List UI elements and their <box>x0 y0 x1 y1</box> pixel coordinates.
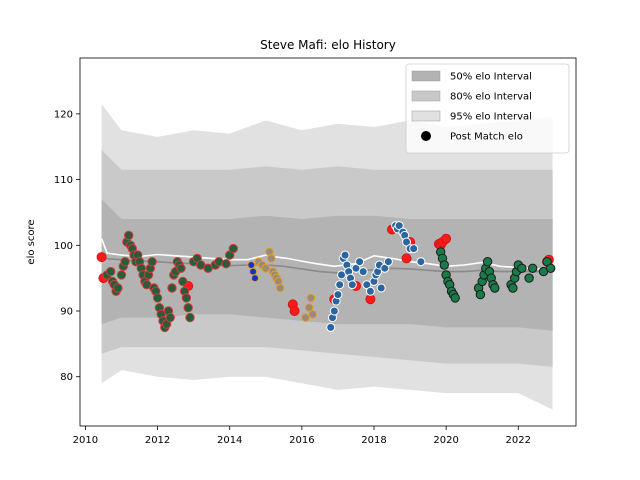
legend-swatch <box>412 91 440 101</box>
y-tick-label: 110 <box>54 175 73 186</box>
data-point <box>107 267 115 275</box>
data-point <box>330 307 338 315</box>
data-point <box>525 274 533 282</box>
data-point <box>410 245 418 253</box>
y-axis: 80 90 100 110 120 <box>54 109 80 383</box>
data-point <box>125 231 133 239</box>
x-tick-label: 2022 <box>506 435 531 446</box>
data-point <box>252 275 259 282</box>
data-point <box>177 264 185 272</box>
data-point <box>476 290 484 298</box>
data-point <box>184 304 192 312</box>
x-tick-label: 2020 <box>433 435 458 446</box>
data-point <box>250 268 257 275</box>
data-point <box>302 314 310 322</box>
data-point <box>182 294 190 302</box>
legend-swatch <box>412 111 440 121</box>
data-point <box>290 307 299 316</box>
data-point <box>451 294 459 302</box>
data-point <box>114 284 122 292</box>
y-tick-label: 100 <box>54 241 73 252</box>
data-point <box>166 313 174 321</box>
x-tick-label: 2018 <box>361 435 386 446</box>
data-point <box>121 258 129 266</box>
x-tick-label: 2012 <box>145 435 170 446</box>
data-point <box>168 284 176 292</box>
data-point <box>334 291 342 299</box>
data-point <box>336 281 344 289</box>
y-tick-label: 120 <box>54 109 73 120</box>
legend-label: Post Match elo <box>450 132 523 143</box>
data-point <box>248 262 255 269</box>
data-point <box>356 258 364 266</box>
x-tick-label: 2016 <box>289 435 314 446</box>
data-point <box>307 294 315 302</box>
data-point <box>442 234 451 243</box>
data-point <box>483 258 491 266</box>
legend: 50% elo Interval 80% elo Interval 95% elo … <box>406 64 569 153</box>
data-point <box>402 254 411 263</box>
data-point <box>359 268 367 276</box>
data-point <box>377 284 385 292</box>
data-point <box>117 271 125 279</box>
data-point <box>153 294 161 302</box>
data-point <box>309 311 317 319</box>
y-tick-label: 90 <box>60 307 73 318</box>
data-point <box>262 265 270 273</box>
data-point <box>148 258 156 266</box>
data-point <box>186 313 194 321</box>
legend-label: 80% elo Interval <box>450 92 532 103</box>
x-tick-label: 2014 <box>217 435 242 446</box>
legend-label: 50% elo Interval <box>450 72 532 83</box>
x-tick-label: 2010 <box>73 435 98 446</box>
data-point <box>366 287 374 295</box>
data-point <box>366 295 375 304</box>
chart-title: Steve Mafi: elo History <box>260 38 396 52</box>
y-axis-label: elo score <box>26 219 37 264</box>
data-point <box>348 281 356 289</box>
data-point <box>97 253 106 262</box>
legend-swatch <box>412 71 440 81</box>
legend-label: 95% elo Interval <box>450 112 532 123</box>
data-point <box>547 264 555 272</box>
data-point <box>491 284 499 292</box>
legend-marker <box>421 131 431 141</box>
data-point <box>341 251 349 259</box>
data-point <box>229 244 237 252</box>
data-point <box>417 258 425 266</box>
data-point <box>529 264 537 272</box>
data-point <box>327 323 335 331</box>
y-tick-label: 80 <box>60 372 73 383</box>
data-point <box>509 284 517 292</box>
data-point <box>179 277 187 285</box>
data-point <box>276 284 284 292</box>
data-point <box>267 255 275 263</box>
data-point <box>384 258 392 266</box>
x-axis: 2010 2012 2014 2016 2018 2020 2022 <box>73 426 531 446</box>
data-point <box>518 264 526 272</box>
data-point <box>222 260 230 268</box>
data-point <box>440 261 448 269</box>
